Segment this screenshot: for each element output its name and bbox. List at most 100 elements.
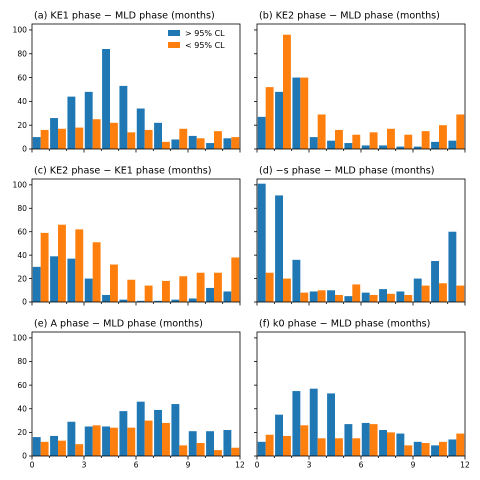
- x-tick-label: 3: [307, 461, 312, 470]
- legend-swatch-below: [168, 42, 180, 48]
- bar-below-95-panel1-bin10: [439, 125, 447, 149]
- bar-below-95-panel5-bin11: [456, 433, 465, 456]
- bar-above-95-panel3-bin9: [413, 278, 422, 302]
- bar-above-95-panel5-bin3: [309, 388, 318, 456]
- y-tick-label: 100: [13, 26, 28, 35]
- legend-label-above: > 95% CL: [185, 29, 225, 38]
- bar-below-95-panel2-bin7: [162, 280, 170, 302]
- bar-below-95-panel2-bin1: [58, 224, 66, 302]
- bar-below-95-panel2-bin11: [231, 257, 240, 302]
- bar-below-95-panel4-bin2: [75, 444, 84, 456]
- bar-above-95-panel2-bin10: [206, 287, 214, 302]
- bar-below-95-panel4-bin7: [162, 422, 170, 456]
- bar-below-95-panel0-bin5: [127, 132, 136, 149]
- panel-title: (a) KE1 phase − MLD phase (months): [34, 11, 215, 22]
- bar-above-95-panel0-bin8: [171, 139, 180, 149]
- y-tick-label: 20: [17, 274, 27, 283]
- x-tick-label: 0: [30, 461, 35, 470]
- bar-below-95-panel5-bin5: [352, 438, 361, 456]
- bar-above-95-panel0-bin7: [154, 122, 162, 149]
- bar-below-95-panel2-bin4: [110, 264, 118, 302]
- bar-above-95-panel5-bin9: [413, 441, 422, 456]
- bar-below-95-panel4-bin0: [40, 441, 49, 456]
- bar-below-95-panel0-bin6: [144, 129, 153, 149]
- bar-below-95-panel3-bin2: [300, 292, 309, 302]
- bar-above-95-panel3-bin7: [379, 289, 387, 302]
- bar-above-95-panel1-bin3: [309, 137, 318, 149]
- y-tick-label: 0: [22, 452, 27, 461]
- bar-above-95-panel2-bin9: [188, 298, 197, 302]
- bar-above-95-panel3-bin0: [257, 183, 266, 302]
- y-tick-label: 100: [13, 334, 28, 343]
- x-tick-label: 3: [82, 461, 87, 470]
- bar-above-95-panel1-bin11: [448, 140, 457, 149]
- bar-above-95-panel1-bin0: [257, 116, 266, 149]
- bar-below-95-panel1-bin5: [352, 134, 361, 149]
- bar-below-95-panel5-bin4: [335, 438, 343, 456]
- bar-above-95-panel0-bin6: [136, 108, 145, 149]
- y-tick-label: 20: [17, 121, 27, 130]
- bar-below-95-panel2-bin3: [92, 242, 101, 302]
- bar-below-95-panel0-bin4: [110, 122, 118, 149]
- bar-above-95-panel5-bin11: [448, 439, 457, 456]
- bar-above-95-panel5-bin10: [431, 445, 439, 456]
- y-tick-label: 20: [17, 428, 27, 437]
- bar-below-95-panel3-bin1: [283, 278, 291, 302]
- bar-below-95-panel1-bin4: [335, 129, 343, 149]
- bar-below-95-panel1-bin7: [387, 128, 395, 149]
- bar-above-95-panel1-bin7: [379, 145, 387, 149]
- bar-below-95-panel5-bin0: [265, 434, 274, 456]
- bar-below-95-panel0-bin0: [40, 129, 49, 149]
- bar-below-95-panel4-bin11: [231, 447, 240, 456]
- bar-above-95-panel2-bin0: [32, 266, 41, 302]
- bar-above-95-panel4-bin2: [67, 421, 76, 456]
- bar-above-95-panel3-bin11: [448, 231, 457, 302]
- bar-above-95-panel0-bin3: [84, 91, 93, 149]
- panel-title: (f) k0 phase − MLD phase (months): [259, 319, 430, 330]
- bar-below-95-panel3-bin10: [439, 283, 447, 302]
- bar-above-95-panel2-bin3: [84, 278, 93, 302]
- bar-below-95-panel2-bin2: [75, 229, 84, 302]
- y-tick-label: 60: [17, 227, 27, 236]
- bar-above-95-panel3-bin3: [309, 291, 318, 302]
- bar-below-95-panel1-bin9: [421, 131, 430, 149]
- bar-above-95-panel1-bin8: [396, 146, 405, 149]
- bar-above-95-panel5-bin2: [292, 391, 301, 456]
- bar-below-95-panel3-bin7: [387, 293, 395, 302]
- panel-title: (b) KE2 phase − MLD phase (months): [259, 11, 440, 22]
- bar-above-95-panel4-bin4: [102, 426, 110, 456]
- bar-below-95-panel4-bin3: [92, 425, 101, 456]
- bar-below-95-panel3-bin9: [421, 285, 430, 302]
- bar-above-95-panel3-bin4: [327, 290, 335, 302]
- bar-above-95-panel4-bin0: [32, 437, 41, 456]
- x-tick-label: 6: [359, 461, 364, 470]
- bar-above-95-panel2-bin6: [136, 300, 145, 302]
- bar-above-95-panel4-bin1: [50, 435, 58, 456]
- bar-below-95-panel4-bin6: [144, 420, 153, 456]
- bar-below-95-panel5-bin8: [404, 445, 413, 456]
- bar-below-95-panel5-bin9: [421, 443, 430, 456]
- x-tick-label: 12: [460, 461, 470, 470]
- bar-below-95-panel0-bin1: [58, 128, 66, 149]
- bar-below-95-panel4-bin5: [127, 427, 136, 456]
- bar-above-95-panel1-bin6: [361, 145, 370, 149]
- bar-below-95-panel4-bin9: [196, 443, 205, 456]
- y-tick-label: 100: [13, 181, 28, 190]
- bar-above-95-panel2-bin4: [102, 294, 110, 302]
- bar-below-95-panel2-bin9: [196, 272, 205, 302]
- bar-below-95-panel2-bin8: [179, 276, 188, 302]
- bar-below-95-panel4-bin10: [214, 450, 222, 456]
- bar-above-95-panel5-bin7: [379, 430, 387, 456]
- bar-below-95-panel3-bin3: [317, 290, 326, 302]
- bar-below-95-panel3-bin0: [265, 272, 274, 302]
- y-tick-label: 80: [17, 357, 27, 366]
- bar-below-95-panel1-bin3: [317, 114, 326, 149]
- bar-above-95-panel1-bin5: [344, 143, 353, 149]
- bar-above-95-panel2-bin2: [67, 258, 76, 302]
- bar-above-95-panel5-bin1: [275, 414, 283, 456]
- bar-below-95-panel1-bin1: [283, 34, 291, 149]
- bar-above-95-panel5-bin8: [396, 433, 405, 456]
- x-tick-label: 0: [255, 461, 260, 470]
- bar-below-95-panel5-bin3: [317, 438, 326, 456]
